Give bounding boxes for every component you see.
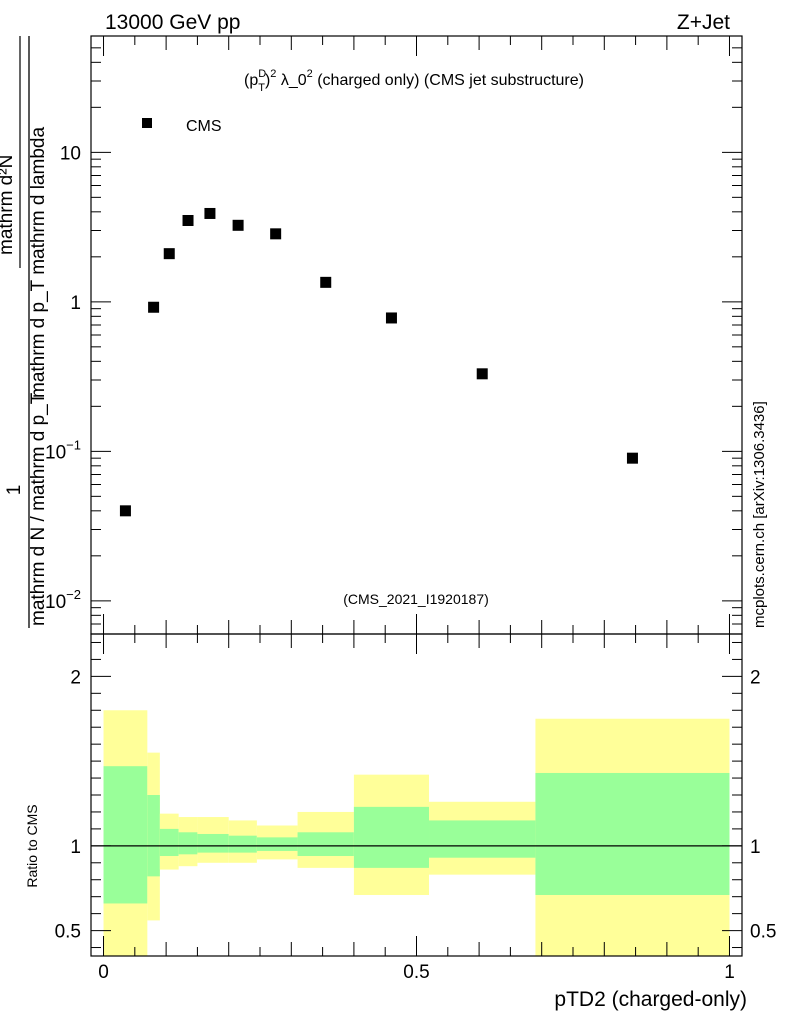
ratio-inner-band <box>147 795 160 877</box>
analysis-watermark: (CMS_2021_I1920187) <box>343 591 489 607</box>
y-label-denominator: mathrm d N / mathrm d p_T <box>28 392 49 626</box>
ratio-y-tick-label-left: 0.5 <box>55 922 81 943</box>
ratio-panel: 0.5 0.5 1 1 2 2 0 0.5 1 Ratio to CMS pTD2 (charg… <box>24 633 776 1011</box>
data-point-cms <box>204 207 216 219</box>
data-point-cms <box>119 505 131 517</box>
data-point-cms <box>626 452 638 464</box>
ratio-inner-band <box>103 766 148 904</box>
ratio-plot-frame <box>90 633 743 957</box>
data-point-cms <box>232 219 244 231</box>
header-right-title: Z+Jet <box>677 11 730 34</box>
ratio-inner-band <box>297 832 354 857</box>
y-tick-label: 1 <box>70 293 81 314</box>
y-label-inner-denominator: mathrm d p_T mathrm d lambda <box>28 127 49 398</box>
x-tick-label: 0.5 <box>403 962 429 983</box>
y-tick-label: 10−1 <box>45 437 81 463</box>
x-tick-label: 0 <box>98 962 109 983</box>
ratio-y-tick-label-left: 2 <box>70 667 81 688</box>
ratio-y-tick-label-right: 2 <box>750 667 761 688</box>
ratio-y-tick-label-left: 1 <box>70 837 81 858</box>
y-tick-label: 10 <box>60 143 81 164</box>
ratio-inner-band <box>197 833 229 853</box>
legend-label-cms: CMS <box>186 118 222 135</box>
ratio-y-tick-label-right: 1 <box>750 837 761 858</box>
main-panel: (pD T)2 λ_02 (charged only) (CMS jet subs… <box>45 35 743 635</box>
data-point-cms <box>148 301 160 313</box>
data-point-cms <box>182 214 194 226</box>
main-y-axis-label: 1 mathrm d N / mathrm d p_T mathrm d²N m… <box>0 36 49 628</box>
x-axis-label: pTD2 (charged-only) <box>554 988 747 1011</box>
y-tick-label: 10−2 <box>45 587 81 613</box>
side-watermark: mcplots.cern.ch [arXiv:1306.3436] <box>751 401 768 628</box>
y-label-inner-numerator: mathrm d²N <box>0 155 17 255</box>
x-tick-label: 1 <box>724 962 735 983</box>
ratio-y-axis-label: Ratio to CMS <box>24 804 40 887</box>
data-point-cms <box>270 228 282 240</box>
ratio-inner-band <box>159 828 179 857</box>
legend-marker-cms <box>142 118 152 128</box>
ratio-y-tick-label-right: 0.5 <box>750 922 776 943</box>
data-point-cms <box>476 368 488 380</box>
ratio-inner-band <box>429 820 536 858</box>
data-point-cms <box>163 248 175 260</box>
y-label-numerator: 1 <box>4 485 25 496</box>
ratio-inner-band <box>178 832 198 855</box>
ratio-inner-band <box>228 835 257 853</box>
data-point-cms <box>320 276 332 288</box>
ratio-inner-band <box>353 806 430 868</box>
main-plot-title: (pD T)2 λ_02 (charged only) (CMS jet subs… <box>244 68 584 94</box>
ratio-inner-band <box>256 837 298 851</box>
header-left-title: 13000 GeV pp <box>105 11 240 34</box>
ratio-inner-band <box>535 772 730 895</box>
data-point-cms <box>385 312 397 324</box>
